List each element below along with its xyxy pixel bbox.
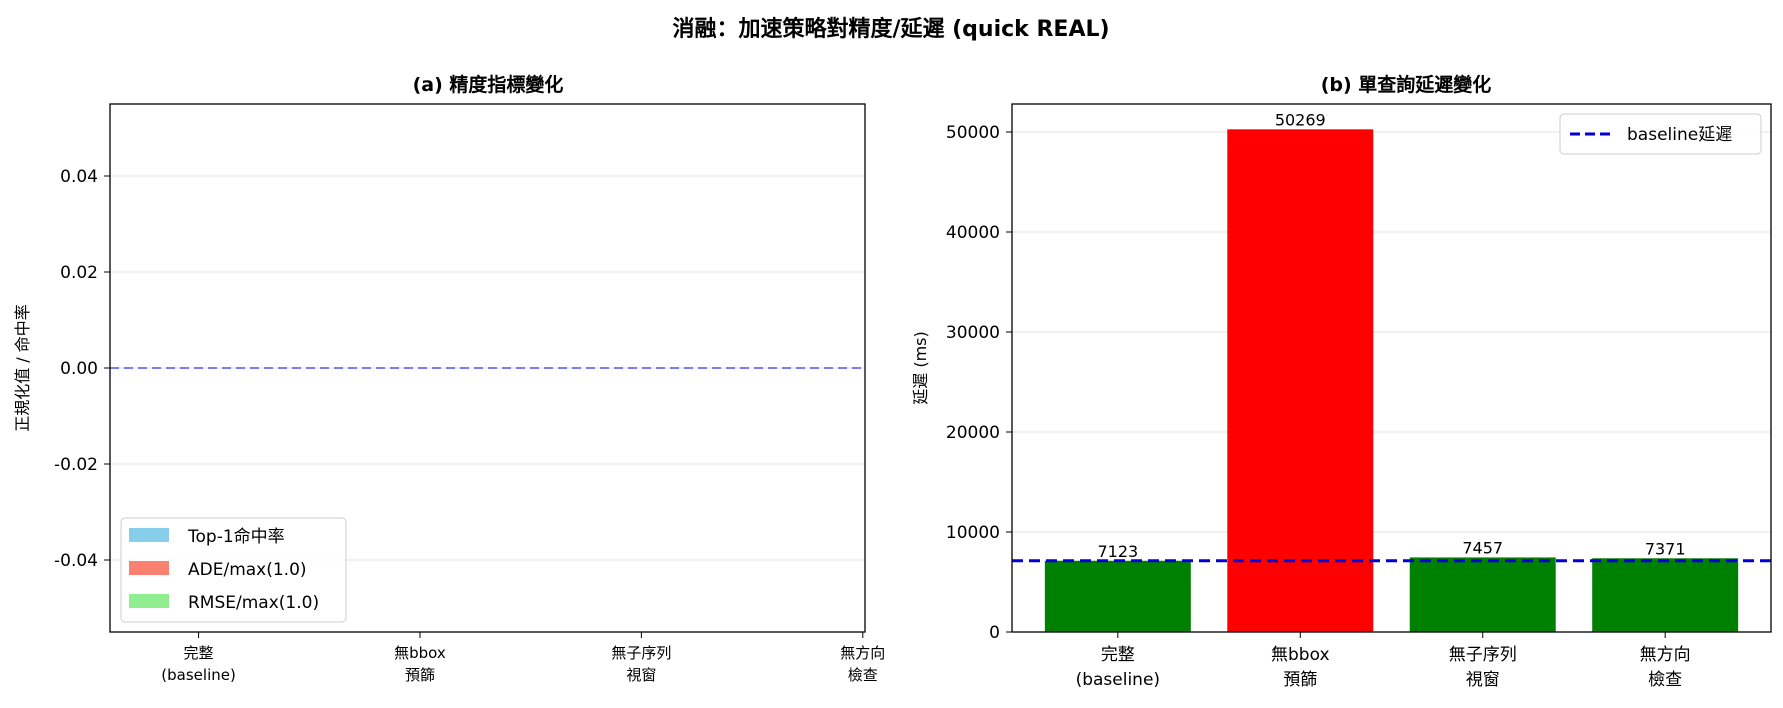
panel-b-bars (1044, 129, 1739, 632)
panel-b: (b) 單查詢延遲變化 7123 50269 7457 7371 0 10000 2000… (911, 73, 1772, 690)
panel-b-y-axis-label: 延遲 (ms) (911, 331, 930, 405)
latency-data-label-3: 7371 (1645, 539, 1686, 558)
panel-a: (a) 精度指標變化 0.04 0.02 0.00 -0.02 -0.04 完整 (bas… (13, 73, 885, 684)
latency-data-label-2: 7457 (1462, 538, 1503, 557)
latency-bar-3 (1592, 558, 1739, 632)
figure-title: 消融：加速策略對精度/延遲 (quick REAL) (672, 16, 1109, 42)
panel-b-y-tick-label: 40000 (946, 223, 1000, 243)
panel-b-x-tick-label-: 檢查 (1648, 670, 1682, 690)
panel-b-legend-box (1559, 113, 1762, 155)
panel-b-grid (1012, 131, 1771, 533)
panel-a-y-ticks: 0.04 0.02 0.00 -0.02 -0.04 (54, 167, 110, 571)
panel-a-x-tick-label-: 視窗 (626, 666, 656, 684)
panel-b-y-tick-label: 30000 (946, 323, 1000, 343)
panel-a-x-tick-label-: 無子序列 (611, 644, 671, 662)
panel-a-y-tick-label: 0.02 (60, 263, 98, 283)
panel-b-title: (b) 單查詢延遲變化 (1321, 73, 1492, 96)
panel-b-y-tick-label: 0 (989, 623, 1000, 643)
panel-a-y-axis-label: 正規化值 / 命中率 (13, 304, 32, 432)
panel-b-x-tick-label-: 完整 (1101, 645, 1135, 665)
panel-b-x-tick-label-bbox: 無bbox (1271, 645, 1330, 665)
latency-bar-1 (1227, 129, 1374, 632)
panel-b-y-tick-label: 20000 (946, 423, 1000, 443)
panel-b-y-ticks: 0 10000 20000 30000 40000 50000 (946, 123, 1012, 643)
latency-bar-0 (1044, 560, 1191, 632)
latency-data-label-1: 50269 (1275, 110, 1326, 129)
panel-a-y-tick-label: 0.00 (60, 359, 98, 379)
panel-a-x-tick-label-: 完整 (184, 644, 214, 662)
legend-swatch-rmse (129, 594, 169, 608)
panel-b-legend: baseline延遲 (1559, 113, 1762, 155)
panel-a-x-tick-label-bbox: 無bbox (394, 644, 446, 662)
panel-b-y-tick-label: 50000 (946, 123, 1000, 143)
panel-a-x-tick-label-: 無方向 (840, 644, 885, 662)
panel-a-x-tick-label-baseline: (baseline) (161, 666, 236, 684)
panel-b-data-labels: 7123 50269 7457 7371 (1097, 110, 1685, 560)
latency-data-label-0: 7123 (1097, 542, 1138, 561)
legend-label-baseline: baseline延遲 (1627, 125, 1732, 145)
panel-b-x-tick-label-: 無子序列 (1449, 645, 1517, 665)
latency-bar-2 (1409, 557, 1556, 632)
panel-a-x-tick-label-: 檢查 (848, 666, 878, 684)
legend-label-rmse: RMSE/max(1.0) (188, 593, 319, 613)
panel-a-y-tick-label: -0.04 (54, 551, 98, 571)
panel-b-x-tick-label-: 無方向 (1640, 645, 1691, 665)
panel-a-y-tick-label: -0.02 (54, 455, 98, 475)
panel-b-y-tick-label: 10000 (946, 523, 1000, 543)
panel-b-x-tick-label-: 預篩 (1283, 670, 1317, 690)
legend-swatch-ade (129, 561, 169, 575)
panel-b-x-tick-label-: 視窗 (1466, 670, 1500, 690)
legend-label-ade: ADE/max(1.0) (188, 560, 307, 580)
panel-a-title: (a) 精度指標變化 (413, 73, 564, 96)
panel-a-y-tick-label: 0.04 (60, 167, 98, 187)
panel-b-frame (1011, 103, 1772, 633)
panel-b-x-tick-label-baseline: (baseline) (1076, 670, 1160, 690)
panel-a-legend: Top-1命中率 ADE/max(1.0) RMSE/max(1.0) (120, 517, 347, 623)
legend-label-top1: Top-1命中率 (187, 527, 285, 547)
panel-a-legend-box (120, 517, 347, 623)
legend-swatch-top1 (129, 528, 169, 542)
panel-a-x-tick-label-: 預篩 (405, 666, 435, 684)
